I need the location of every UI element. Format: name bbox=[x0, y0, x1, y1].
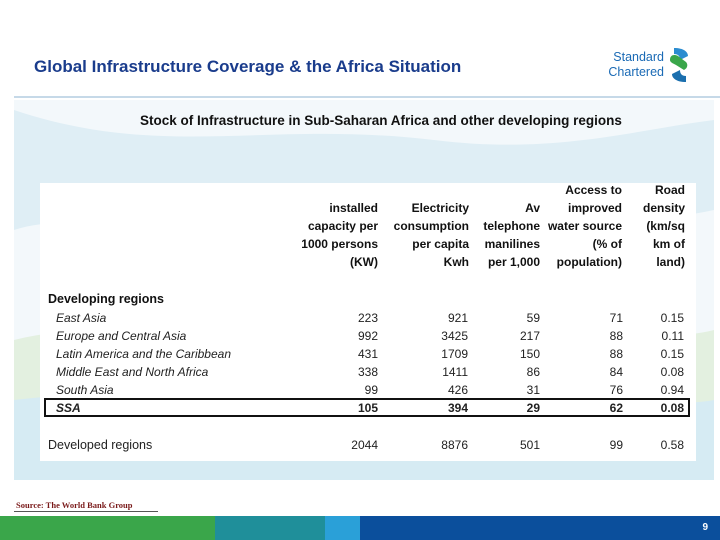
footer-segment-teal bbox=[215, 516, 325, 540]
cell: 31 bbox=[526, 383, 540, 397]
cell: 29 bbox=[526, 401, 540, 415]
column-header-capacity: installed capacity per 1000 persons (KW) bbox=[296, 199, 378, 271]
row-label: Developed regions bbox=[48, 438, 153, 452]
column-header-electricity: Electricity consumption per capita Kwh bbox=[380, 199, 469, 271]
header-line: manilines bbox=[484, 237, 540, 251]
footer-segment-navy bbox=[360, 516, 720, 540]
header-line: consumption bbox=[393, 219, 469, 233]
column-header-road: Road density (km/sq km of land) bbox=[624, 181, 685, 271]
row-label: Europe and Central Asia bbox=[56, 329, 187, 343]
header-line: Road bbox=[655, 183, 685, 197]
standard-chartered-logo: Standard Chartered bbox=[600, 46, 700, 86]
logo-wordmark: Standard Chartered bbox=[604, 50, 664, 80]
cell: 0.08 bbox=[660, 365, 684, 379]
table-title: Stock of Infrastructure in Sub-Saharan A… bbox=[140, 113, 622, 128]
cell: 8876 bbox=[441, 438, 468, 452]
cell: 88 bbox=[609, 347, 623, 361]
row-label: Middle East and North Africa bbox=[56, 365, 209, 379]
table-row: Europe and Central Asia 992 3425 217 88 … bbox=[48, 327, 688, 345]
cell: 59 bbox=[526, 311, 540, 325]
logo-mark-icon bbox=[670, 48, 688, 82]
cell: 426 bbox=[447, 383, 468, 397]
source-note: Source: The World Bank Group bbox=[16, 500, 133, 510]
header-line: 1000 persons bbox=[301, 237, 378, 251]
cell: 223 bbox=[357, 311, 378, 325]
cell: 394 bbox=[447, 401, 468, 415]
header-line: density bbox=[642, 201, 685, 215]
cell: 99 bbox=[609, 438, 623, 452]
footer-segment-green bbox=[0, 516, 215, 540]
cell: 62 bbox=[609, 401, 623, 415]
cell: 76 bbox=[609, 383, 623, 397]
cell: 1709 bbox=[441, 347, 468, 361]
row-label: Latin America and the Caribbean bbox=[56, 347, 231, 361]
footer-segment-light-blue bbox=[325, 516, 360, 540]
header-line: km of bbox=[652, 237, 685, 251]
cell: 1411 bbox=[442, 365, 468, 379]
cell: 88 bbox=[609, 329, 623, 343]
footer-band bbox=[0, 516, 720, 540]
table-row: Latin America and the Caribbean 431 1709… bbox=[48, 345, 688, 363]
header-line: per capita bbox=[412, 237, 469, 251]
header-line: population) bbox=[556, 255, 622, 269]
header-line: water source bbox=[547, 219, 622, 233]
cell: 86 bbox=[526, 365, 540, 379]
header-line: capacity per bbox=[307, 219, 378, 233]
header-line: Kwh bbox=[443, 255, 469, 269]
table-panel bbox=[40, 183, 696, 461]
header-rule bbox=[14, 96, 720, 98]
cell: 0.15 bbox=[660, 311, 684, 325]
cell: 0.94 bbox=[660, 383, 684, 397]
cell: 921 bbox=[447, 311, 468, 325]
header-line: Access to bbox=[565, 183, 622, 197]
cell: 0.08 bbox=[660, 401, 684, 415]
column-header-telephone: Av telephone manilines per 1,000 bbox=[472, 199, 540, 271]
header-line: (% of bbox=[592, 237, 622, 251]
table-row-ssa: SSA 105 394 29 62 0.08 bbox=[48, 399, 688, 417]
cell: 3425 bbox=[441, 329, 468, 343]
header-line: installed bbox=[329, 201, 378, 215]
header-line: Av bbox=[525, 201, 540, 215]
cell: 2044 bbox=[351, 438, 378, 452]
table-row-developed: Developed regions 2044 8876 501 99 0.58 bbox=[48, 436, 688, 454]
cell: 338 bbox=[357, 365, 378, 379]
header-line: telephone bbox=[483, 219, 540, 233]
header-line: land) bbox=[656, 255, 685, 269]
row-label: SSA bbox=[56, 401, 81, 415]
table-row: South Asia 99 426 31 76 0.94 bbox=[48, 381, 688, 399]
header-line: (km/sq bbox=[646, 219, 685, 233]
logo-line-1: Standard bbox=[613, 50, 664, 64]
cell: 431 bbox=[357, 347, 378, 361]
header-line: improved bbox=[567, 201, 622, 215]
table-row: Middle East and North Africa 338 1411 86… bbox=[48, 363, 688, 381]
cell: 992 bbox=[357, 329, 378, 343]
cell: 217 bbox=[519, 329, 540, 343]
section-developing-regions: Developing regions bbox=[48, 292, 164, 306]
cell: 71 bbox=[609, 311, 623, 325]
cell: 0.11 bbox=[661, 329, 684, 343]
column-header-water: Access to improved water source (% of po… bbox=[540, 181, 622, 271]
cell: 150 bbox=[519, 347, 540, 361]
page-number: 9 bbox=[702, 522, 708, 533]
cell: 99 bbox=[364, 383, 378, 397]
header-line: (KW) bbox=[350, 255, 378, 269]
row-label: South Asia bbox=[56, 383, 114, 397]
cell: 0.58 bbox=[660, 438, 684, 452]
header-line: Electricity bbox=[411, 201, 469, 215]
cell: 0.15 bbox=[660, 347, 684, 361]
cell: 105 bbox=[357, 401, 378, 415]
logo-line-2: Chartered bbox=[608, 65, 664, 79]
source-underline bbox=[14, 511, 158, 512]
ssa-highlight-box bbox=[44, 398, 690, 417]
row-label: East Asia bbox=[56, 311, 107, 325]
table-row: East Asia 223 921 59 71 0.15 bbox=[48, 309, 688, 327]
header-line: per 1,000 bbox=[487, 255, 540, 269]
slide-title: Global Infrastructure Coverage & the Afr… bbox=[34, 57, 462, 76]
cell: 501 bbox=[519, 438, 540, 452]
cell: 84 bbox=[609, 365, 623, 379]
